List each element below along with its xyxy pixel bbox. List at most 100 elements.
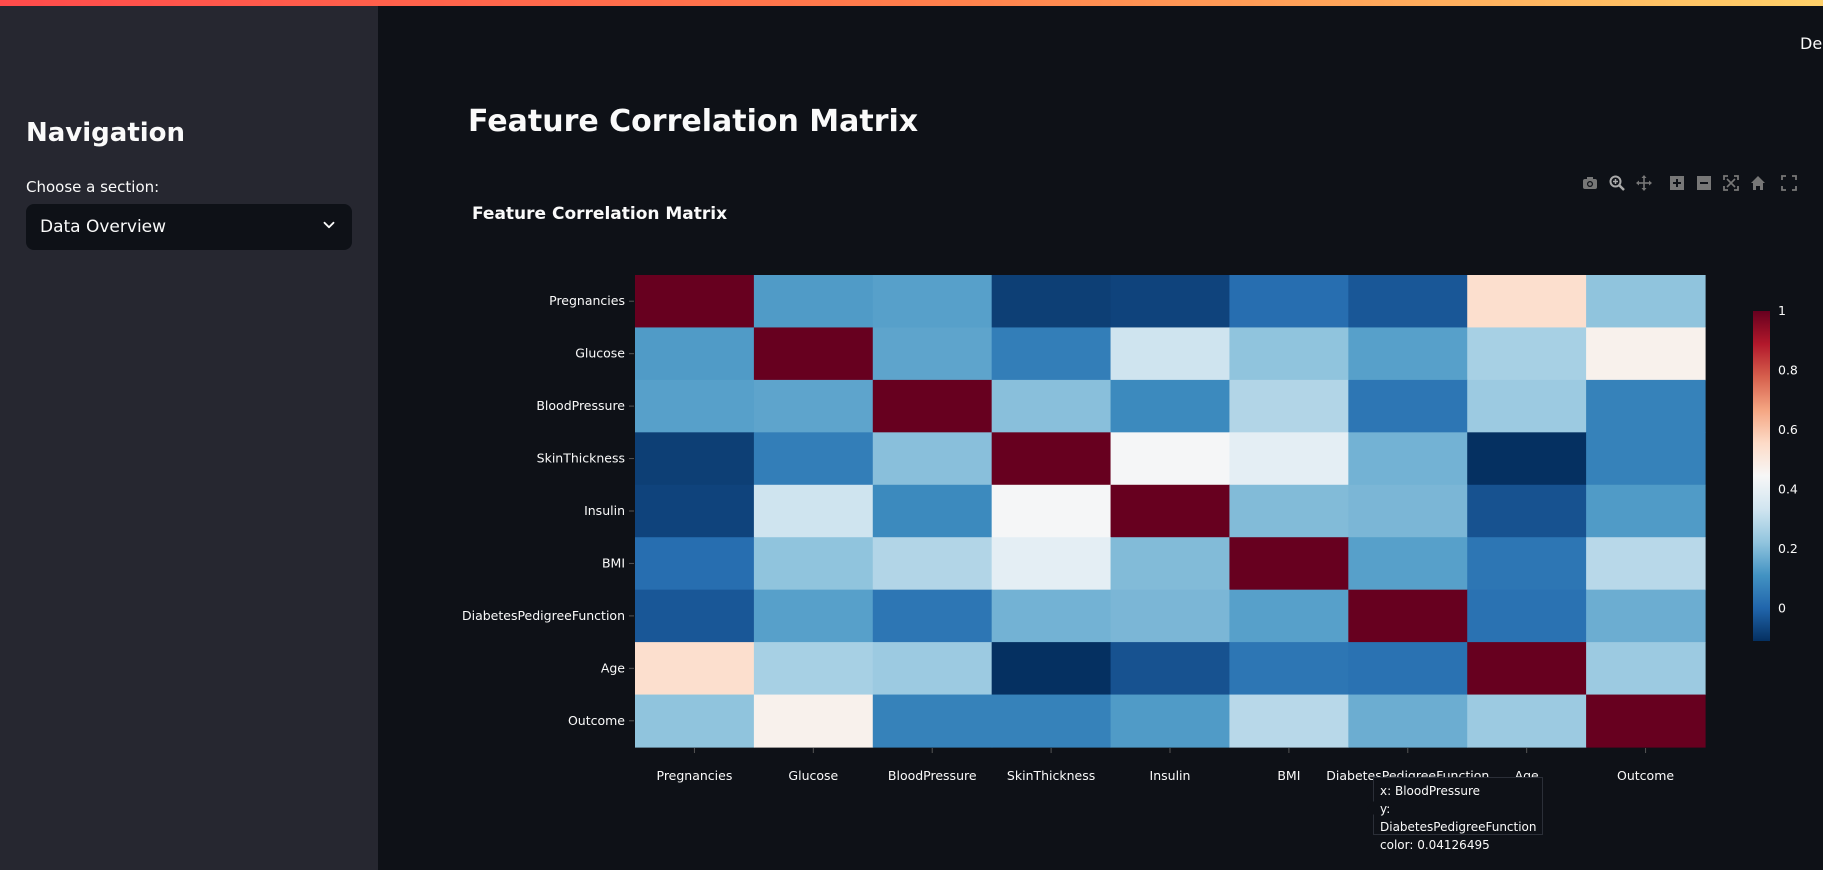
heatmap-cell[interactable] <box>1229 694 1349 748</box>
heatmap-cell[interactable] <box>1229 642 1349 696</box>
heatmap-cell[interactable] <box>1229 275 1349 329</box>
heatmap-cell[interactable] <box>872 537 993 591</box>
heatmap-cell[interactable] <box>1110 275 1231 329</box>
heatmap-cell[interactable] <box>1229 589 1349 643</box>
heatmap-cell[interactable] <box>1348 432 1468 486</box>
heatmap-cell[interactable] <box>991 642 1112 696</box>
heatmap-cell[interactable] <box>1348 379 1468 433</box>
heatmap-cell[interactable] <box>1348 642 1468 696</box>
heatmap-cell[interactable] <box>1586 327 1706 381</box>
heatmap-cell[interactable] <box>1348 694 1468 748</box>
heatmap-cell[interactable] <box>991 432 1112 486</box>
heatmap-cell[interactable] <box>991 537 1112 591</box>
reset-axes-icon[interactable] <box>1748 173 1768 193</box>
heatmap-cell[interactable] <box>1467 432 1587 486</box>
heatmap-cell[interactable] <box>1467 275 1587 329</box>
heatmap-cell[interactable] <box>753 484 874 538</box>
heatmap-cell[interactable] <box>1110 484 1231 538</box>
heatmap-cell[interactable] <box>991 589 1112 643</box>
heatmap-cell[interactable] <box>1467 484 1587 538</box>
heatmap-cell[interactable] <box>635 379 755 433</box>
heatmap-cell[interactable] <box>635 642 755 696</box>
heatmap-cell[interactable] <box>635 484 755 538</box>
zoom-icon[interactable] <box>1607 173 1627 193</box>
heatmap-cell[interactable] <box>753 589 874 643</box>
heatmap-cell[interactable] <box>1348 327 1468 381</box>
heatmap-cell[interactable] <box>872 327 993 381</box>
heatmap-cell[interactable] <box>1586 432 1706 486</box>
colorbar-tick-label: 0.6 <box>1778 422 1798 437</box>
camera-icon[interactable] <box>1580 173 1600 193</box>
heatmap-cell[interactable] <box>991 484 1112 538</box>
heatmap-cell[interactable] <box>1348 537 1468 591</box>
heatmap-cell[interactable] <box>991 379 1112 433</box>
heatmap-cell[interactable] <box>872 589 993 643</box>
heatmap-cell[interactable] <box>1586 642 1706 696</box>
correlation-chart: Feature Correlation Matrix Pregnancies Glu… <box>378 190 1823 852</box>
sidebar: Navigation Choose a section: Data Overvi… <box>0 6 378 870</box>
heatmap-cell[interactable] <box>872 275 993 329</box>
heatmap-cell[interactable] <box>991 275 1112 329</box>
heatmap-cell[interactable] <box>872 379 993 433</box>
sidebar-title: Navigation <box>26 118 186 148</box>
heatmap-cell[interactable] <box>1467 379 1587 433</box>
heatmap-cell[interactable] <box>1229 537 1349 591</box>
heatmap-cell[interactable] <box>1110 327 1231 381</box>
zoom-in-icon[interactable] <box>1667 173 1687 193</box>
heatmap-cell[interactable] <box>991 694 1112 748</box>
heatmap-cell[interactable] <box>1586 484 1706 538</box>
heatmap-cell[interactable] <box>1110 537 1231 591</box>
heatmap-cell[interactable] <box>1348 484 1468 538</box>
heatmap-cell[interactable] <box>1586 694 1706 748</box>
heatmap-cell[interactable] <box>1110 642 1231 696</box>
heatmap-cell[interactable] <box>635 432 755 486</box>
heatmap-cell[interactable] <box>753 432 874 486</box>
heatmap-cell[interactable] <box>1110 379 1231 433</box>
heatmap-cell[interactable] <box>872 694 993 748</box>
heatmap-cell[interactable] <box>1586 379 1706 433</box>
heatmap-cell[interactable] <box>635 537 755 591</box>
heatmap-cell[interactable] <box>635 275 755 329</box>
autoscale-icon[interactable] <box>1721 173 1741 193</box>
heatmap-cell[interactable] <box>1467 642 1587 696</box>
x-tick-label: SkinThickness <box>1007 768 1095 783</box>
heatmap-cell[interactable] <box>872 484 993 538</box>
heatmap-cell[interactable] <box>1229 327 1349 381</box>
heatmap-cell[interactable] <box>635 694 755 748</box>
heatmap-cell[interactable] <box>872 642 993 696</box>
heatmap-cell[interactable] <box>872 432 993 486</box>
y-tick-label: Glucose <box>575 346 625 361</box>
heatmap-cell[interactable] <box>635 327 755 381</box>
heatmap-cell[interactable] <box>1110 589 1231 643</box>
heatmap-cell[interactable] <box>1229 432 1349 486</box>
heatmap-cell[interactable] <box>1110 694 1231 748</box>
heatmap-cell[interactable] <box>1586 275 1706 329</box>
pan-icon[interactable] <box>1634 173 1654 193</box>
heatmap-cell[interactable] <box>753 694 874 748</box>
heatmap-cell[interactable] <box>753 642 874 696</box>
heatmap-cell[interactable] <box>753 537 874 591</box>
heatmap-cell[interactable] <box>753 275 874 329</box>
tooltip-color: color: 0.04126495 <box>1380 838 1490 852</box>
heatmap-cell[interactable] <box>1467 694 1587 748</box>
section-select[interactable]: Data Overview <box>26 204 352 250</box>
heatmap-cell[interactable] <box>635 589 755 643</box>
heatmap-cell[interactable] <box>1467 327 1587 381</box>
heatmap-cell[interactable] <box>1467 589 1587 643</box>
heatmap-cell[interactable] <box>1586 537 1706 591</box>
fullscreen-icon[interactable] <box>1779 173 1799 193</box>
heatmap-cell[interactable] <box>1348 275 1468 329</box>
zoom-out-icon[interactable] <box>1694 173 1714 193</box>
deploy-button[interactable]: Deploy <box>1800 34 1823 53</box>
correlation-heatmap[interactable]: Feature Correlation Matrix Pregnancies Glu… <box>378 190 1823 830</box>
heatmap-cell[interactable] <box>753 379 874 433</box>
heatmap-cell[interactable] <box>1110 432 1231 486</box>
heatmap-cell[interactable] <box>1586 589 1706 643</box>
heatmap-cell[interactable] <box>1467 537 1587 591</box>
heatmap-cell[interactable] <box>1348 589 1468 643</box>
heatmap-cell[interactable] <box>991 327 1112 381</box>
heatmap-cell[interactable] <box>1229 379 1349 433</box>
colorbar-tick-label: 0.4 <box>1778 481 1798 496</box>
heatmap-cell[interactable] <box>1229 484 1349 538</box>
heatmap-cell[interactable] <box>753 327 874 381</box>
